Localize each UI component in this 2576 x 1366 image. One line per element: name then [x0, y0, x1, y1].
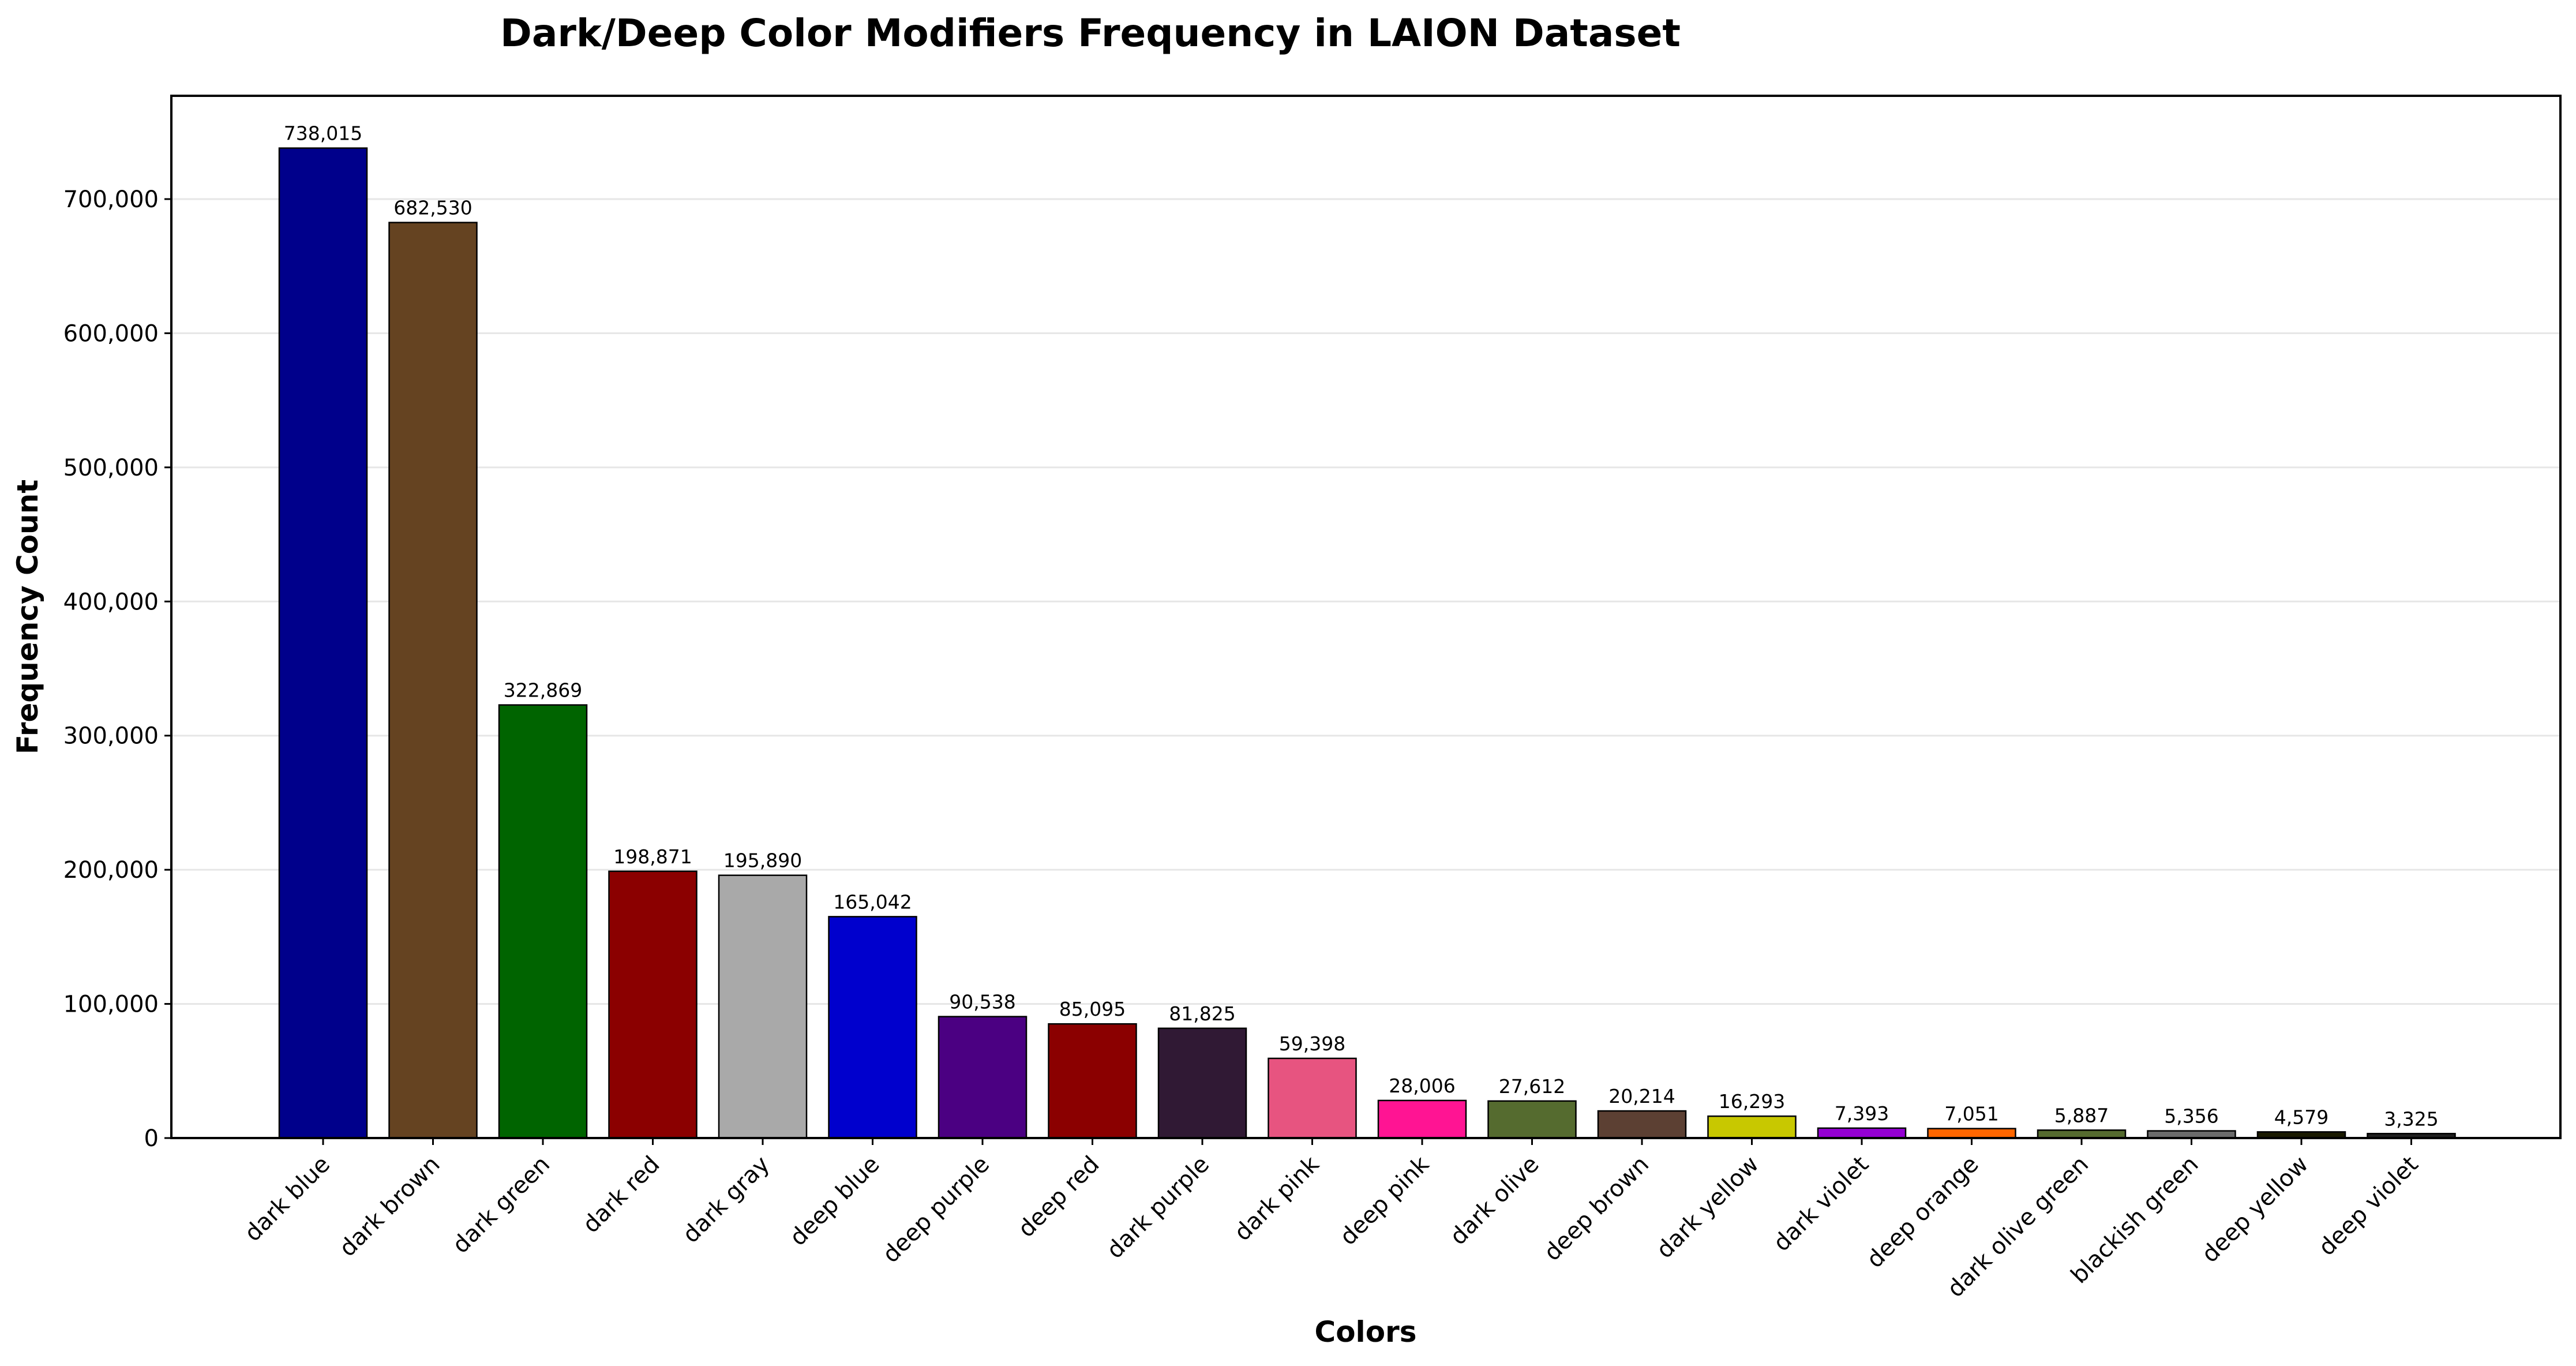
value-label: 5,887 [2054, 1104, 2109, 1127]
x-tick-label: dark green [448, 1151, 556, 1259]
value-label: 59,398 [1279, 1032, 1345, 1055]
value-label: 7,393 [1835, 1102, 1889, 1125]
value-label: 198,871 [613, 845, 692, 868]
bar-dark-brown [388, 222, 478, 1139]
x-tick-label: deep yellow [2197, 1151, 2314, 1268]
value-label: 738,015 [284, 122, 362, 145]
bar-deep-brown [1597, 1110, 1687, 1139]
y-axis-label: Frequency Count [11, 480, 44, 754]
x-tick-label: deep violet [2313, 1151, 2423, 1261]
y-tick-label: 700,000 [63, 186, 159, 213]
bar-dark-olive [1487, 1100, 1577, 1139]
x-tick-label: dark violet [1768, 1151, 1874, 1257]
plot-frame [170, 95, 2562, 1139]
bar-dark-purple [1157, 1027, 1247, 1139]
bar-deep-blue [828, 916, 917, 1139]
value-label: 81,825 [1169, 1002, 1235, 1025]
value-label: 4,579 [2274, 1106, 2328, 1128]
bar-dark-violet [1817, 1127, 1907, 1139]
y-tick-label: 400,000 [63, 589, 159, 615]
x-tick-label: dark pink [1229, 1151, 1325, 1247]
bar-deep-red [1048, 1023, 1137, 1139]
value-label: 7,051 [1944, 1103, 1998, 1125]
x-tick-label: deep blue [785, 1151, 884, 1251]
value-label: 5,356 [2164, 1105, 2218, 1128]
x-tick-label: dark red [578, 1151, 665, 1238]
value-label: 85,095 [1059, 998, 1126, 1020]
y-tick-label: 300,000 [63, 723, 159, 750]
x-tick-label: dark brown [334, 1151, 445, 1262]
y-tick-label: 0 [144, 1125, 159, 1152]
bar-dark-pink [1268, 1057, 1357, 1139]
value-label: 165,042 [833, 890, 912, 913]
y-tick-label: 600,000 [63, 320, 159, 347]
y-tick-label: 100,000 [63, 991, 159, 1018]
x-tick-label: deep purple [878, 1151, 995, 1268]
value-label: 322,869 [504, 679, 582, 702]
value-label: 195,890 [723, 849, 802, 872]
x-tick-label: dark yellow [1651, 1151, 1764, 1264]
bar-dark-yellow [1707, 1115, 1797, 1139]
x-axis-label: Colors [1315, 1315, 1417, 1349]
x-tick-label: dark olive [1445, 1151, 1544, 1251]
bar-deep-purple [938, 1016, 1028, 1139]
value-label: 27,612 [1499, 1075, 1565, 1098]
value-label: 20,214 [1608, 1085, 1675, 1107]
y-tick-label: 200,000 [63, 857, 159, 884]
bar-dark-olive-green [2037, 1129, 2127, 1139]
value-label: 28,006 [1389, 1075, 1455, 1097]
value-label: 90,538 [949, 991, 1015, 1013]
bar-dark-blue [278, 147, 368, 1139]
bar-dark-gray [718, 874, 808, 1139]
x-tick-label: dark purple [1102, 1151, 1215, 1264]
x-tick-label: deep orange [1862, 1151, 1984, 1274]
x-tick-label: dark blue [239, 1151, 335, 1247]
bar-deep-orange [1927, 1128, 2016, 1139]
x-tick-label: deep red [1013, 1151, 1105, 1243]
value-label: 682,530 [393, 197, 472, 219]
value-label: 3,325 [2384, 1107, 2438, 1130]
y-tick-label: 500,000 [63, 455, 159, 481]
chart-title: Dark/Deep Color Modifiers Frequency in L… [500, 11, 1681, 55]
bar-deep-pink [1377, 1099, 1467, 1139]
bar-dark-green [498, 704, 588, 1139]
x-tick-label: deep brown [1539, 1151, 1655, 1267]
value-label: 16,293 [1719, 1090, 1785, 1113]
x-tick-label: deep pink [1335, 1151, 1435, 1251]
bar-dark-red [608, 870, 698, 1139]
x-tick-label: dark gray [678, 1151, 775, 1248]
